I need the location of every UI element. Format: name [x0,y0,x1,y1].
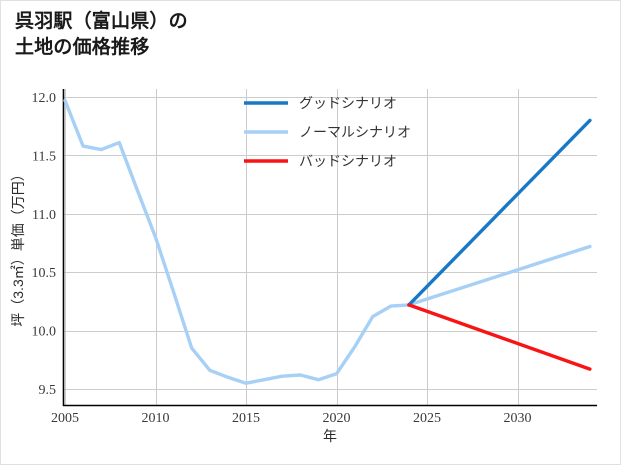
legend-label-1: ノーマルシナリオ [299,124,411,140]
y-tick-label: 11.5 [32,149,56,164]
y-tick-label: 11.0 [32,208,56,223]
x-tick-labels: 2005 2010 2015 2020 2025 2030 [51,411,532,426]
y-tick-label: 10.0 [32,325,57,340]
legend-label-0: グッドシナリオ [299,95,397,111]
y-tick-label: 9.5 [39,383,57,398]
y-axis-title: 坪（3.3㎡）単価（万円） [10,167,26,326]
legend-label-2: バッドシナリオ [299,153,397,169]
x-tick-label: 2005 [51,411,79,426]
page-title: 呉羽駅（富山県）の 土地の価格推移 [15,11,188,59]
x-tick-label: 2010 [142,411,170,426]
x-tick-label: 2015 [232,411,260,426]
x-tick-label: 2020 [323,411,351,426]
series-line-ノーマルシナリオ [63,98,592,385]
y-tick-labels: 9.5 10.0 10.5 11.0 11.5 12.0 [32,91,57,398]
x-axis-title: 年 [323,428,337,444]
x-gridlines [65,89,519,406]
x-tick-label: 2025 [413,411,441,426]
y-gridlines [63,97,597,390]
series-line-グッドシナリオ [407,118,592,307]
x-tick-label: 2030 [504,411,532,426]
y-tick-label: 10.5 [32,266,57,281]
y-tick-label: 12.0 [32,91,57,106]
series-line-バッドシナリオ [407,303,592,371]
series-lines [63,98,592,385]
